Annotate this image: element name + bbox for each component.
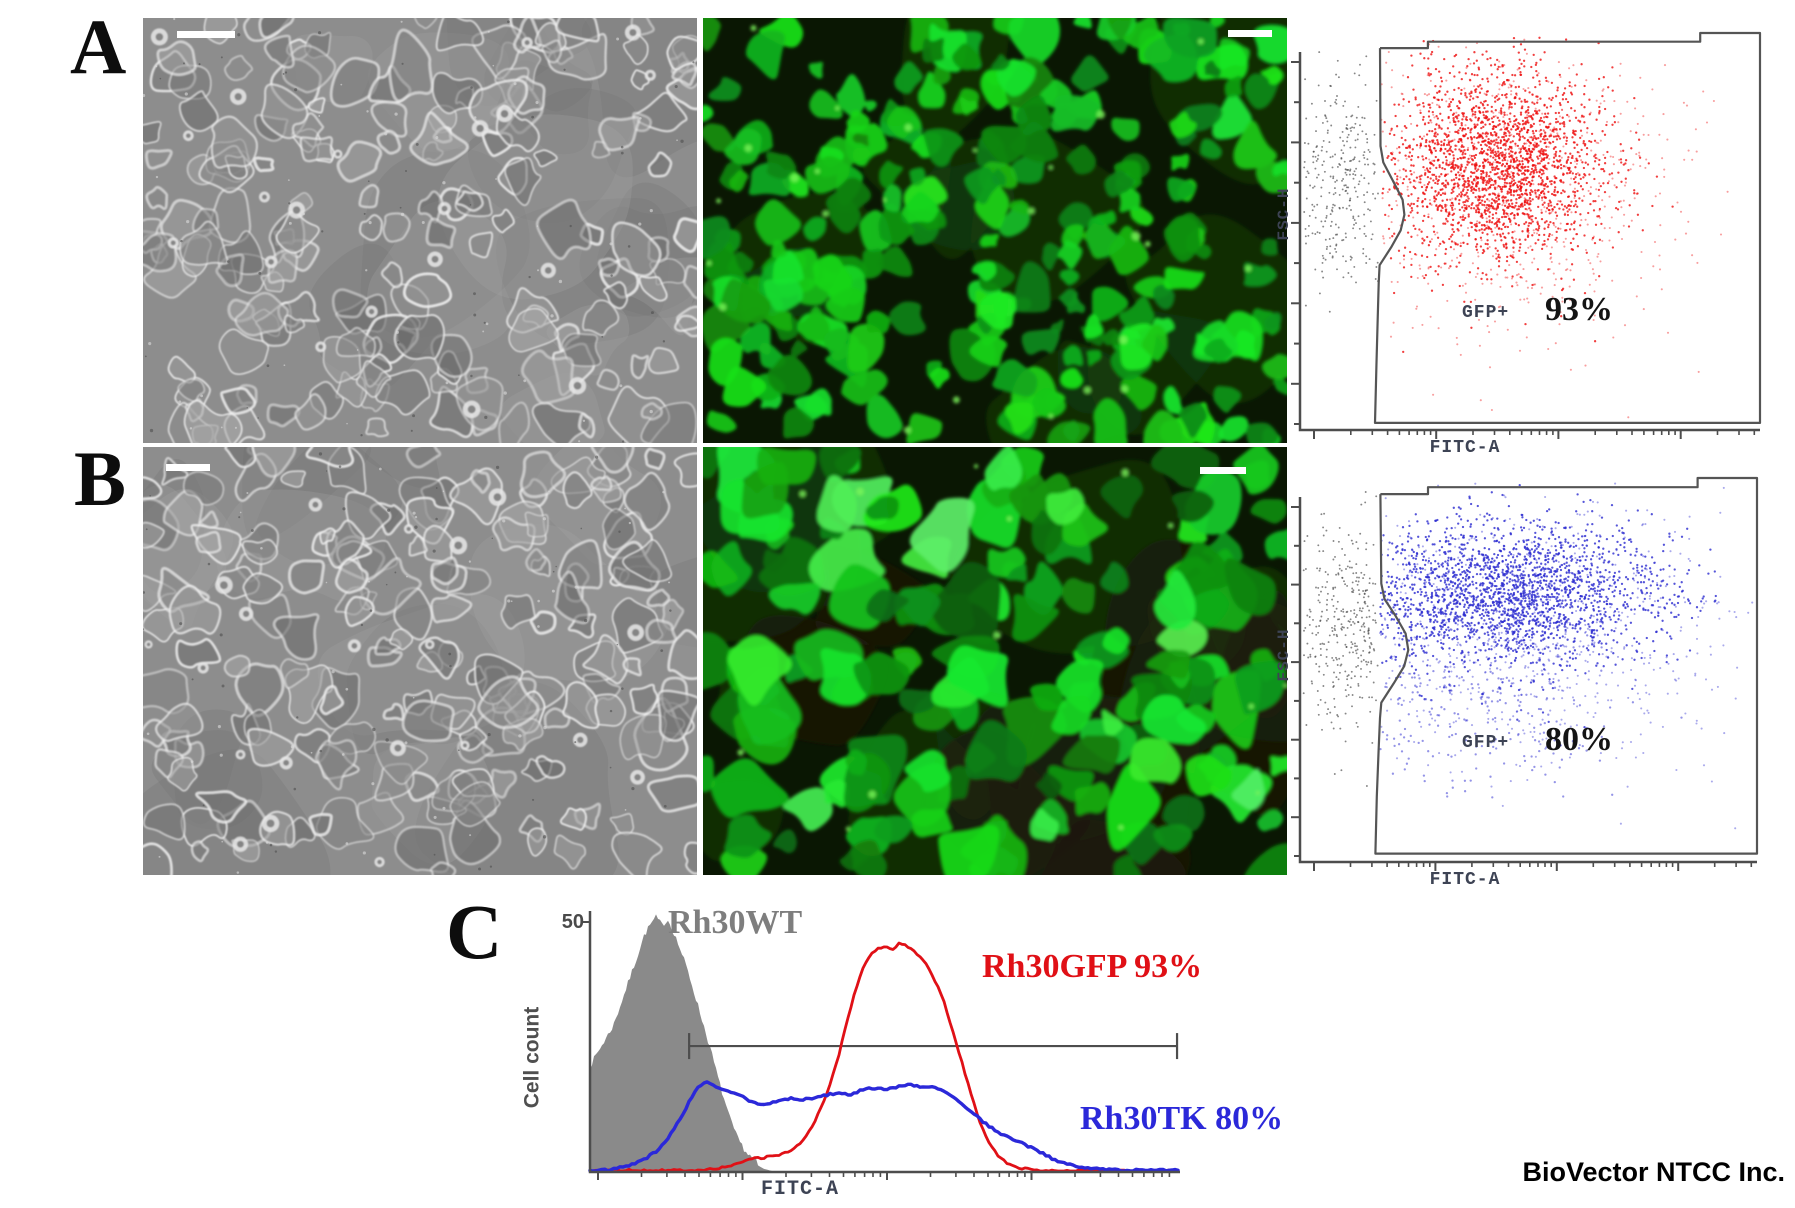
panel-c-label: C <box>446 888 503 975</box>
legend-rh30tk: Rh30TK 80% <box>1080 1100 1284 1137</box>
flow-cytometry-scatter-a <box>1291 31 1762 439</box>
flow-b-gated-percent: 80% <box>1545 721 1613 758</box>
flow-a-y-axis-label: FSC-H <box>1275 187 1293 241</box>
flow-a-gated-percent: 93% <box>1545 291 1613 328</box>
hist-y-max-tick: 50 <box>561 911 584 933</box>
flow-b-y-axis-label: FSC-H <box>1275 628 1293 682</box>
flow-b-x-axis-label: FITC-A <box>1429 870 1501 890</box>
phase-contrast-micrograph-b <box>143 447 697 875</box>
scale-bar <box>1228 30 1272 37</box>
flow-b-gate-label: GFP+ <box>1462 733 1510 753</box>
legend-rh30wt: Rh30WT <box>668 904 803 941</box>
flow-cytometry-scatter-b <box>1291 476 1759 871</box>
gfp-fluorescence-micrograph-a <box>703 18 1287 443</box>
gfp-fluorescence-micrograph-b <box>703 447 1287 875</box>
hist-x-axis-label: FITC-A <box>760 1178 839 1201</box>
histogram-overlay-c <box>583 911 1180 1180</box>
legend-rh30gfp: Rh30GFP 93% <box>982 948 1203 985</box>
scale-bar <box>177 31 235 38</box>
panel-b-label: B <box>74 435 127 522</box>
flow-a-x-axis-label: FITC-A <box>1429 438 1501 458</box>
scale-bar <box>1200 467 1246 474</box>
flow-a-gate-label: GFP+ <box>1462 303 1510 323</box>
scale-bar <box>166 464 210 471</box>
panel-a-label: A <box>70 3 127 90</box>
watermark-text: BioVector NTCC Inc. <box>1522 1157 1785 1187</box>
phase-contrast-micrograph-a <box>143 18 697 443</box>
hist-y-axis-label: Cell count <box>520 1006 544 1109</box>
